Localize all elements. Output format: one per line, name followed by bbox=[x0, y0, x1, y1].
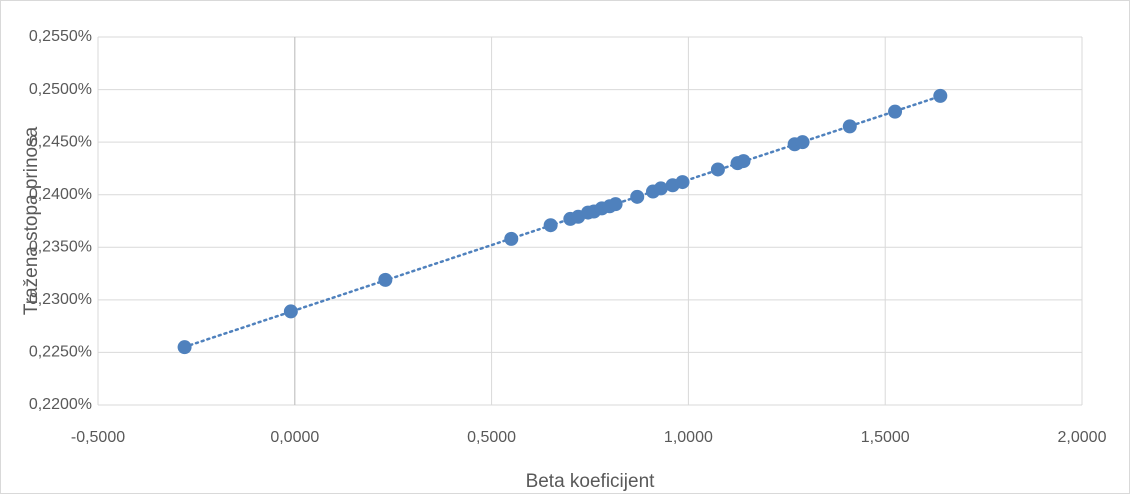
x-tick-label: 0,5000 bbox=[467, 429, 516, 446]
y-tick-label: 0,2350% bbox=[29, 239, 92, 256]
trendline bbox=[183, 94, 942, 349]
x-tick-label: 2,0000 bbox=[1058, 429, 1107, 446]
y-tick-label: 0,2250% bbox=[29, 344, 92, 361]
x-tick-label: 1,0000 bbox=[664, 429, 713, 446]
point bbox=[630, 189, 645, 204]
point bbox=[177, 340, 192, 355]
point bbox=[842, 119, 857, 134]
point bbox=[736, 154, 751, 169]
point bbox=[653, 181, 668, 196]
point bbox=[933, 88, 948, 103]
y-tick-label: 0,2400% bbox=[29, 186, 92, 203]
point bbox=[710, 162, 725, 177]
point bbox=[378, 272, 393, 287]
point bbox=[608, 197, 623, 212]
y-tick-label: 0,2500% bbox=[29, 81, 92, 98]
y-tick-label: 0,2200% bbox=[29, 396, 92, 413]
y-tick-label: 0,2550% bbox=[29, 28, 92, 45]
point bbox=[283, 304, 298, 319]
x-tick-label: 1,5000 bbox=[861, 429, 910, 446]
point bbox=[675, 175, 690, 190]
point bbox=[543, 218, 558, 233]
y-tick-label: 0,2300% bbox=[29, 291, 92, 308]
point bbox=[504, 231, 519, 246]
x-axis-label: Beta koeficijent bbox=[526, 471, 656, 492]
x-tick-label: -0,5000 bbox=[71, 429, 125, 446]
y-tick-label: 0,2450% bbox=[29, 133, 92, 150]
point bbox=[888, 104, 903, 119]
x-tick-label: 0,0000 bbox=[270, 429, 319, 446]
point bbox=[795, 135, 810, 150]
y-axis-label: Tražena stopa prinosa bbox=[21, 126, 42, 315]
